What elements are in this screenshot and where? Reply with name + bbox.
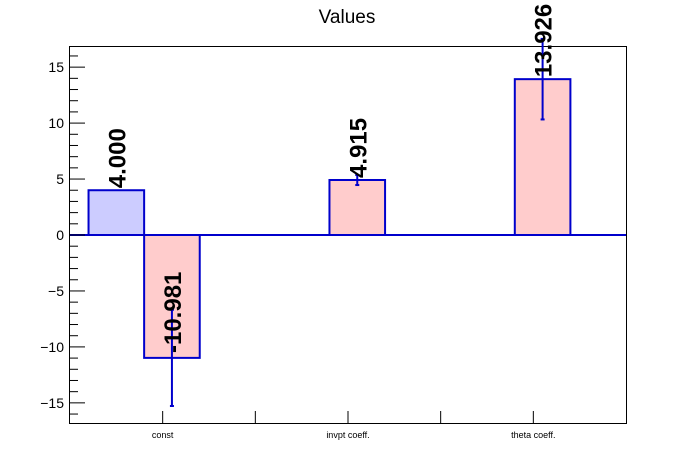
y-axis: −15 −10 −5 0 5 10 15 (40, 55, 85, 415)
data-label-2: 4.915 (345, 118, 372, 178)
x-tick-label: theta coeff. (511, 430, 555, 440)
chart-title: Values (319, 7, 376, 28)
bar-0 (87, 189, 146, 237)
y-tick-label: 0 (56, 227, 64, 243)
plot-frame (69, 46, 627, 424)
data-label-0: 4.000 (104, 128, 131, 188)
data-label-3: 13.926 (531, 4, 558, 77)
x-tick-label: const (152, 430, 174, 440)
y-tick-label: −10 (40, 339, 64, 355)
data-labels-layer: 4.000 -10.981 4.915 13.926 (104, 4, 557, 353)
x-axis: const invpt coeff. theta coeff. (152, 411, 556, 440)
y-tick-label: −15 (40, 395, 64, 411)
y-tick-label: 15 (48, 59, 64, 75)
y-tick-label: 10 (48, 115, 64, 131)
y-tick-label: −5 (48, 283, 64, 299)
data-label-1: -10.981 (160, 272, 187, 353)
bar-2 (328, 178, 387, 236)
x-tick-label: invpt coeff. (326, 430, 369, 440)
y-tick-label: 5 (56, 171, 64, 187)
